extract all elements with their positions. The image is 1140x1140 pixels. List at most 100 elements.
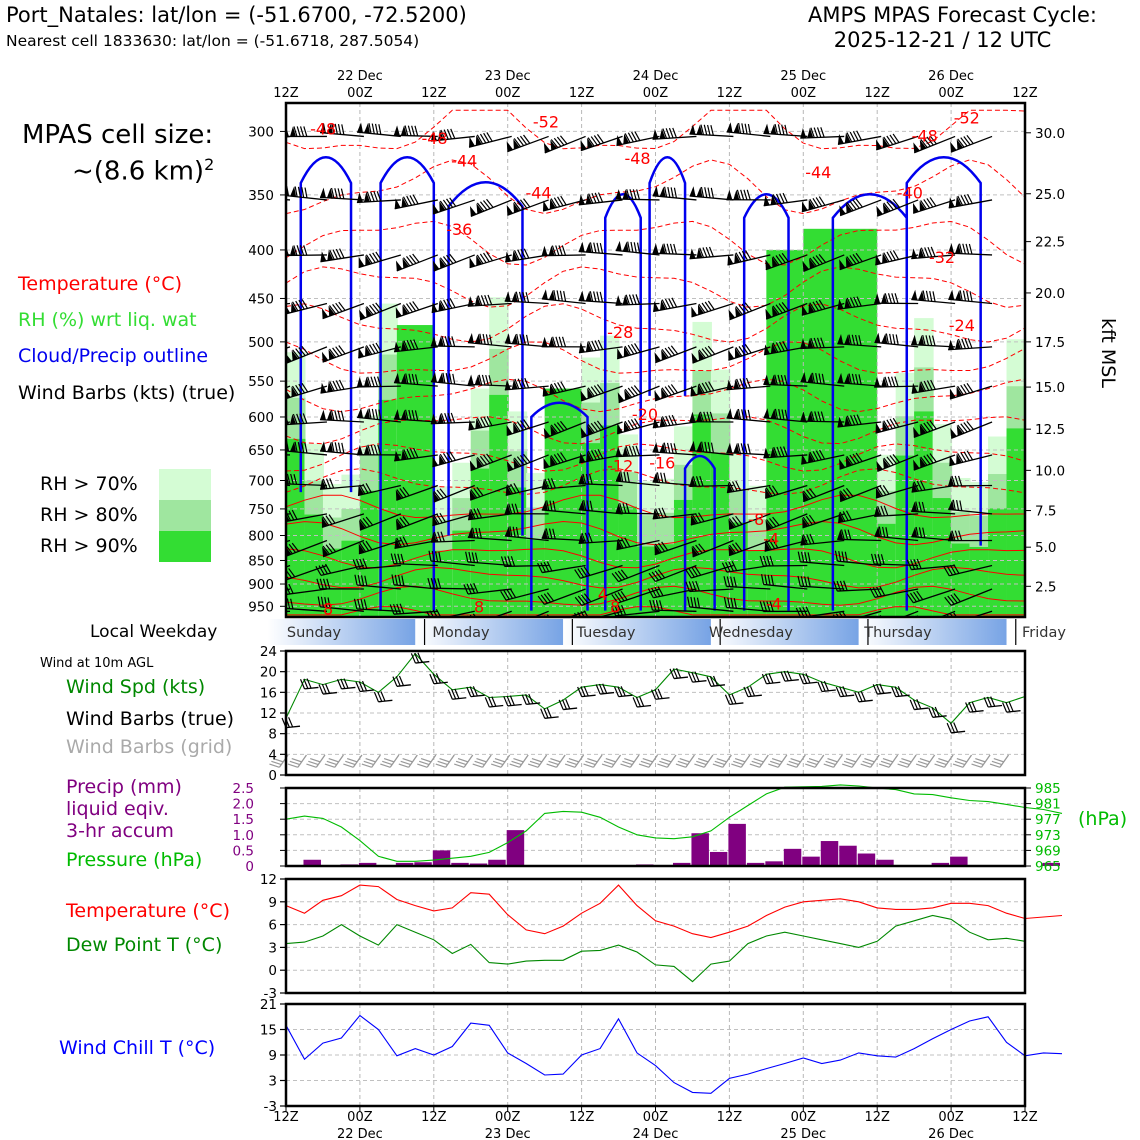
barb-tick [516, 136, 525, 147]
barb-tick [623, 471, 627, 483]
barb-flag [439, 258, 446, 269]
wind-barb [505, 248, 549, 263]
barb-tick [354, 574, 358, 586]
barb-tick [938, 758, 949, 763]
barb-shaft [655, 697, 670, 700]
wind-barb-grid [380, 754, 400, 768]
barb-tick [892, 417, 900, 428]
barb-tick [983, 697, 989, 708]
barb-tick [810, 337, 815, 349]
barb-tick [430, 578, 435, 589]
barb-flag [808, 302, 815, 314]
barb-tick [673, 443, 677, 454]
precip-label-1: Precip (mm) [66, 776, 182, 798]
barb-tick [965, 243, 970, 255]
barb-shaft [393, 584, 438, 590]
barb-tick [550, 478, 556, 489]
wind-barb-grid [731, 754, 751, 768]
barb-tick [516, 456, 525, 466]
barb-flag [875, 422, 882, 434]
barb-tick [446, 129, 453, 140]
barb-tick [774, 408, 779, 420]
barb-flag [696, 441, 703, 452]
barb-flag [615, 295, 622, 306]
barb-tick [884, 293, 889, 304]
barb-shaft [877, 199, 919, 217]
barb-shaft [469, 610, 512, 617]
barb-tick [293, 126, 298, 137]
barb-tick [704, 346, 713, 356]
barb-shaft [430, 587, 475, 590]
barb-tick [585, 473, 590, 485]
wind-barb [875, 417, 919, 434]
barb-tick [738, 304, 747, 314]
wind-barb [911, 289, 956, 305]
barb-shaft [615, 249, 660, 256]
barb-tick [931, 335, 936, 346]
barb-tick [777, 374, 782, 386]
barb-flag [615, 240, 622, 252]
barb-tick [990, 696, 996, 707]
barb-shaft [618, 564, 660, 583]
barb-tick [328, 758, 339, 763]
barb-tick [952, 499, 956, 511]
barb-tick [627, 132, 634, 143]
barb-tick [449, 451, 456, 461]
barb-flag [365, 306, 373, 318]
wind-barb [654, 345, 697, 364]
wind-barb [469, 484, 512, 501]
wind-barb [837, 130, 882, 146]
barb-tick [657, 763, 668, 768]
barb-flag [476, 255, 483, 266]
barb-flag [956, 386, 963, 397]
barb-flag [691, 306, 698, 317]
barb-tick [991, 760, 1003, 766]
precip-bar [857, 853, 876, 866]
barb-shaft [430, 345, 475, 348]
temp-axis-tick-label: 12 [260, 872, 277, 888]
barb-tick [802, 534, 809, 545]
wind-barb [802, 253, 845, 273]
barb-shaft [726, 385, 771, 391]
barb-tick [479, 455, 488, 465]
wind-barb-true [373, 691, 393, 703]
barb-shaft [618, 694, 633, 698]
barb-tick [336, 679, 343, 690]
barb-shaft [652, 451, 697, 456]
barb-tick [617, 592, 625, 602]
barb-flag [578, 533, 585, 544]
barb-tick [294, 441, 298, 453]
barb-tick [367, 376, 372, 387]
kft-tick-label: 10.0 [1035, 463, 1065, 479]
barb-tick [699, 476, 704, 487]
barb-tick [673, 187, 678, 199]
wind-barb-grid [694, 754, 714, 768]
barb-tick [901, 758, 912, 763]
barb-tick [512, 526, 516, 538]
barb-tick [449, 298, 456, 308]
station-subtitle: Nearest cell 1833630: lat/lon = (-51.671… [6, 32, 420, 50]
barb-tick [620, 538, 628, 548]
precip-bar [451, 862, 469, 866]
wind-at-label: Wind at 10m AGL [40, 656, 154, 671]
barb-shaft [1006, 710, 1021, 713]
barb-tick [515, 526, 520, 538]
barb-tick [402, 536, 409, 547]
barb-flag [363, 376, 370, 387]
barb-tick [846, 415, 852, 426]
barb-shaft [629, 754, 640, 768]
barb-tick [951, 530, 956, 541]
wind-barb-true [595, 683, 615, 695]
precip-bar [802, 856, 820, 866]
barb-shaft [800, 561, 845, 567]
barb-tick [508, 503, 513, 514]
barb-tick [634, 343, 641, 353]
barb-tick [298, 299, 305, 310]
barb-shaft [356, 385, 401, 388]
barb-tick [442, 372, 446, 384]
barb-tick [288, 543, 296, 553]
barb-tick [577, 568, 585, 578]
temperature-contour-label: -20 [632, 405, 658, 424]
barb-tick [390, 553, 395, 564]
